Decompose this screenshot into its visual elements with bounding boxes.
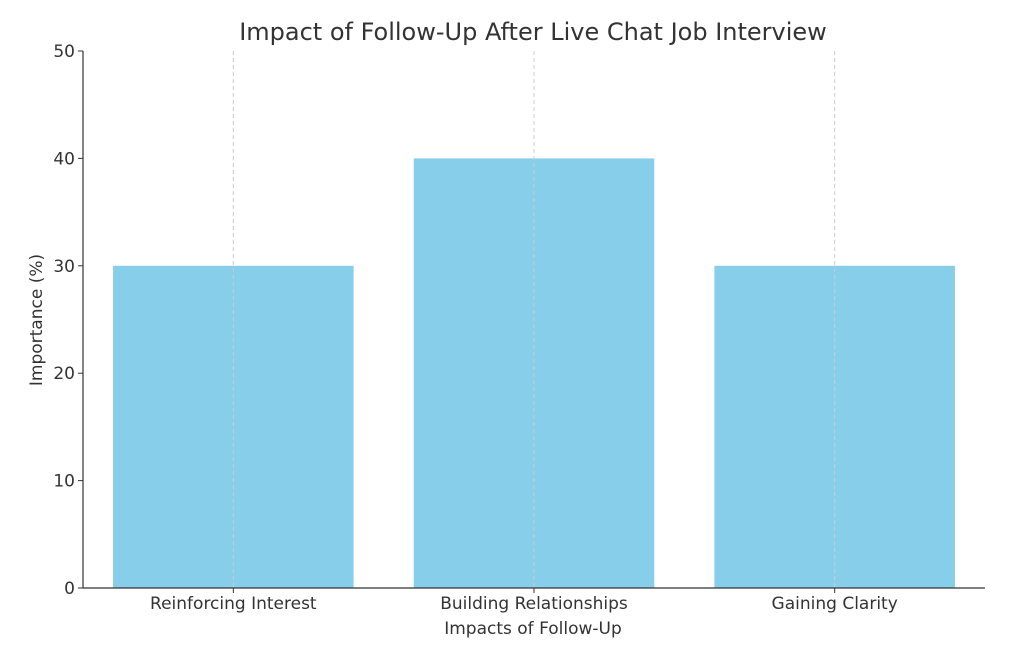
y-tick-label: 40	[53, 149, 75, 169]
y-tick-label: 30	[53, 257, 75, 277]
grid-overlay	[232, 51, 836, 588]
y-axis-label: Importance (%)	[27, 254, 47, 386]
bar-reinforcing-interest	[113, 265, 354, 588]
chart-title: Impact of Follow-Up After Live Chat Job …	[239, 18, 827, 46]
y-axis-ticks: 0 10 20 30 40 50	[53, 42, 83, 599]
y-tick-label: 0	[64, 579, 75, 599]
x-tick-label: Building Relationships	[440, 594, 628, 614]
y-tick-label: 50	[53, 42, 75, 62]
x-tick-label: Gaining Clarity	[772, 594, 898, 614]
y-tick-label: 10	[53, 472, 75, 492]
x-axis-ticks: Reinforcing Interest Building Relationshi…	[150, 588, 898, 614]
y-tick-label: 20	[53, 364, 75, 384]
x-axis-label: Impacts of Follow-Up	[444, 619, 622, 639]
bar-gaining-clarity	[714, 265, 955, 588]
x-tick-label: Reinforcing Interest	[150, 594, 317, 614]
